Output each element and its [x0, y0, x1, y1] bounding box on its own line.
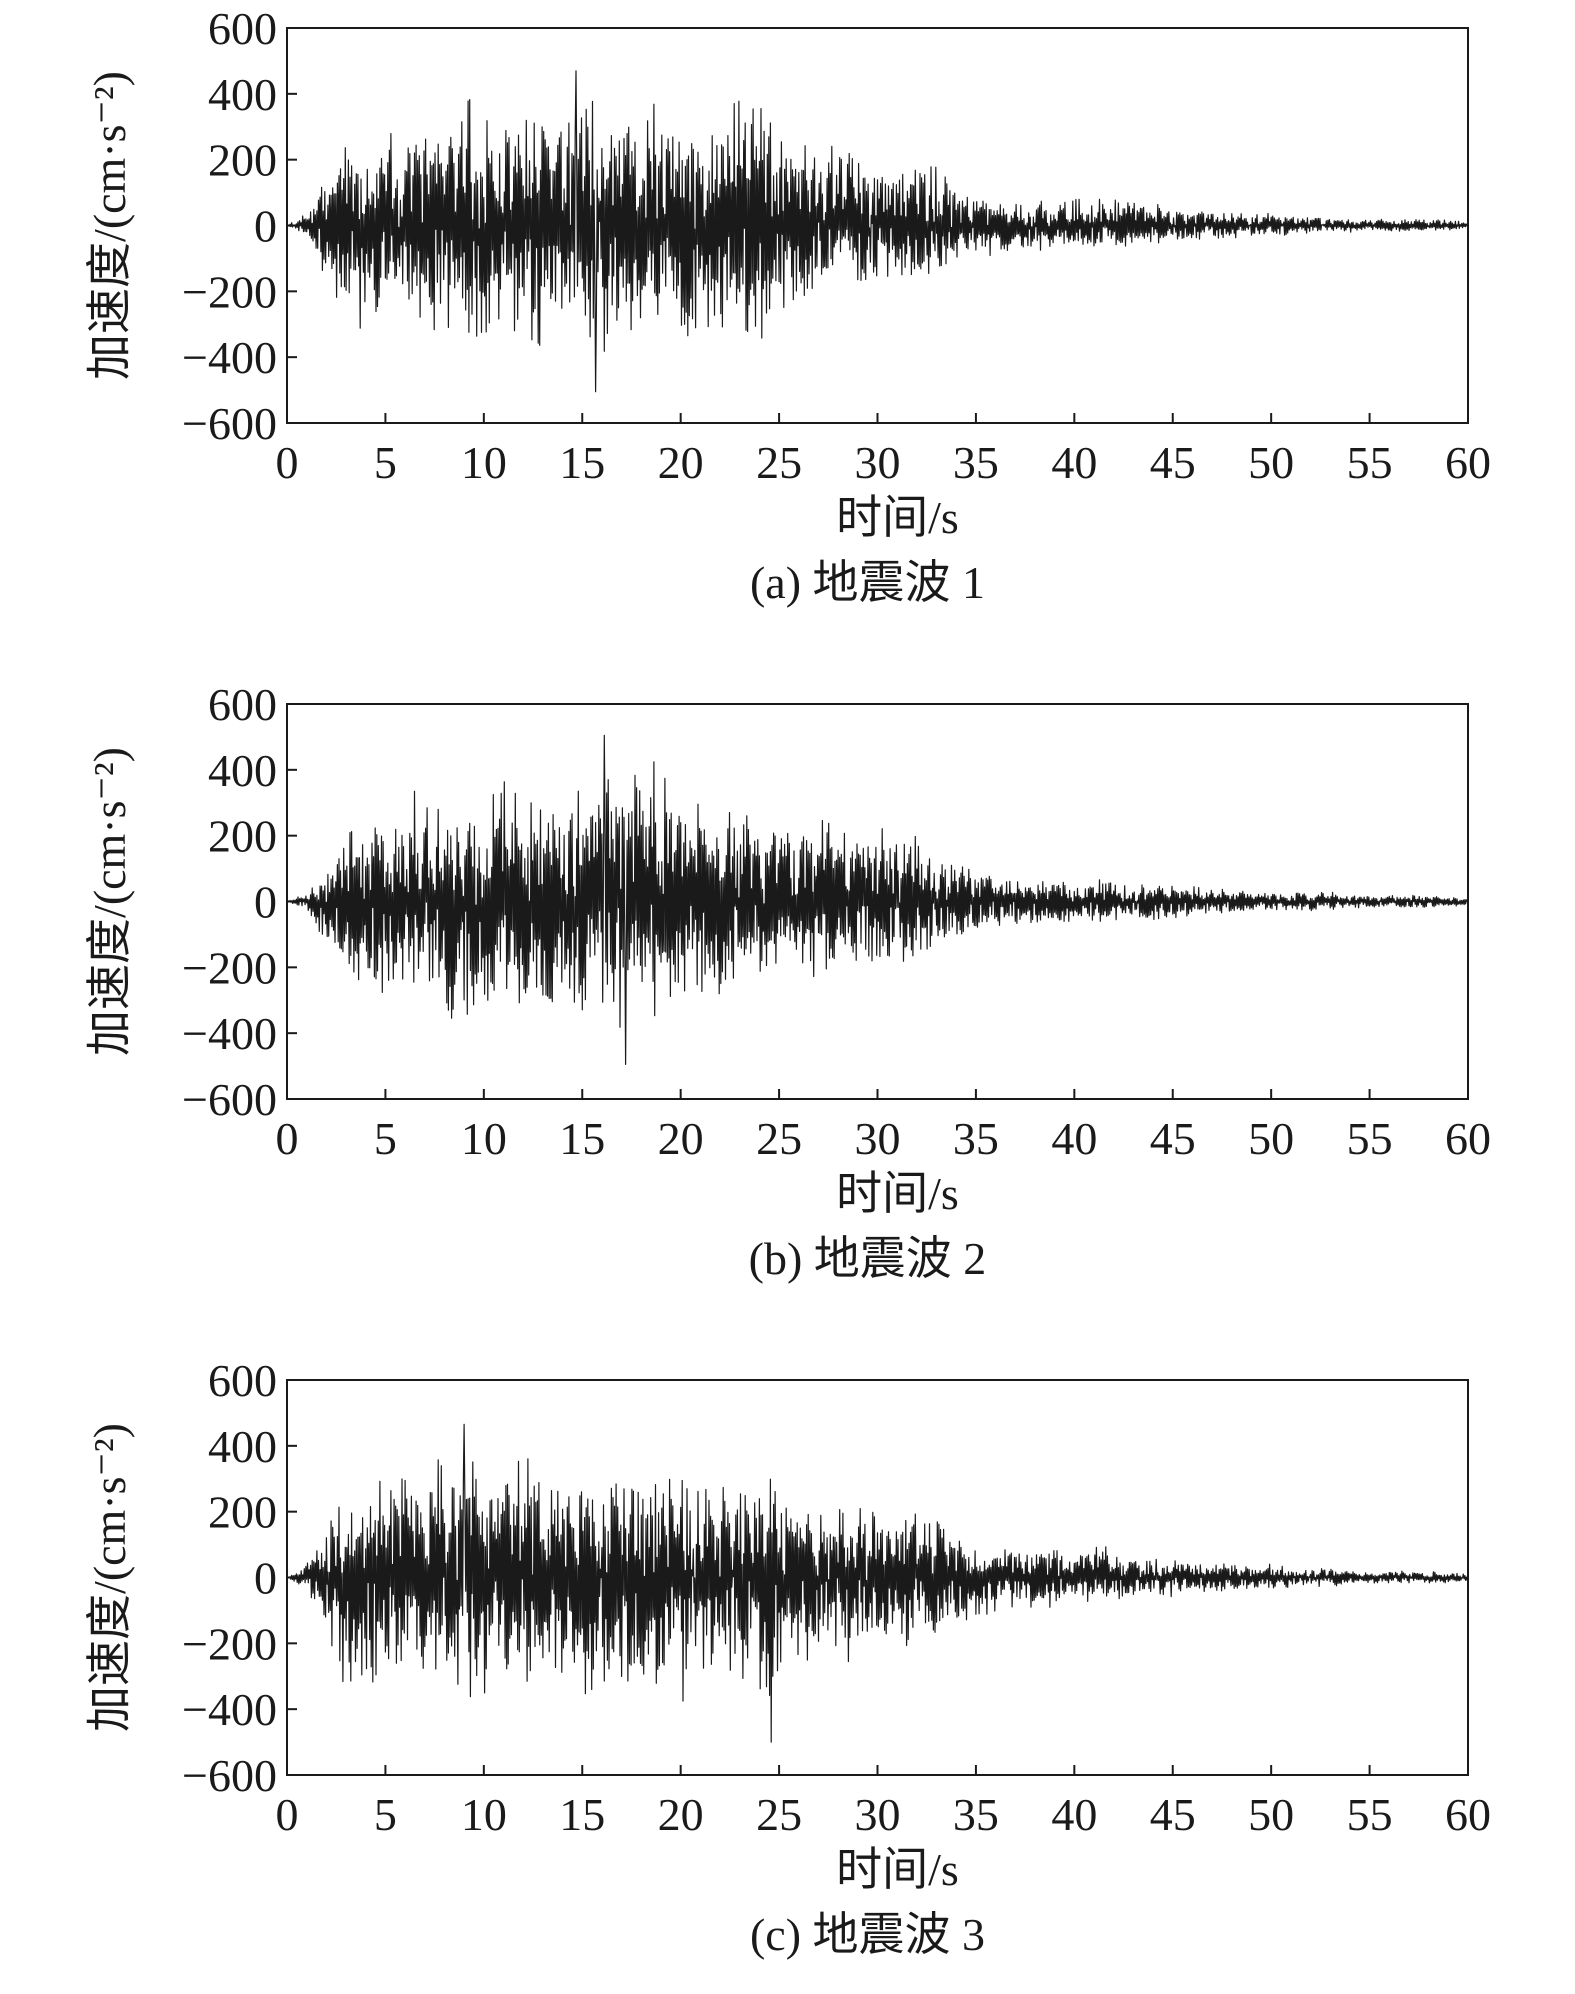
- x-tick-label: 20: [658, 1113, 704, 1164]
- x-tick-label: 10: [461, 437, 507, 488]
- acceleration-series-line: [287, 1423, 1468, 1743]
- acceleration-series-line: [287, 70, 1468, 393]
- x-tick-label: 20: [658, 1789, 704, 1840]
- y-tick-label: −400: [182, 1684, 277, 1735]
- x-tick-label: 50: [1248, 1789, 1294, 1840]
- x-tick-label: 0: [276, 1113, 299, 1164]
- panel-caption: (c) 地震波 3: [750, 1909, 985, 1960]
- x-tick-label: 30: [855, 1113, 901, 1164]
- y-tick-label: 400: [208, 1421, 277, 1472]
- y-tick-label: −400: [182, 332, 277, 383]
- y-tick-label: −200: [182, 1618, 277, 1669]
- x-tick-label: 45: [1150, 437, 1196, 488]
- x-tick-label: 40: [1051, 437, 1097, 488]
- x-tick-label: 0: [276, 1789, 299, 1840]
- y-tick-label: 600: [208, 679, 277, 730]
- x-tick-label: 5: [374, 437, 397, 488]
- x-tick-label: 55: [1347, 437, 1393, 488]
- x-tick-label: 40: [1051, 1789, 1097, 1840]
- acceleration-series-line: [287, 734, 1468, 1065]
- y-axis-title: 加速度/(cm·s⁻²): [84, 71, 135, 380]
- y-tick-label: 600: [208, 3, 277, 54]
- y-tick-label: −600: [182, 398, 277, 449]
- x-tick-label: 30: [855, 437, 901, 488]
- y-tick-label: 0: [254, 201, 277, 252]
- x-tick-label: 40: [1051, 1113, 1097, 1164]
- chart-panel-1: 0 5 10 15 20 25 30 35 40 45 50 55 60 600 400 200 0 −200 −4…: [84, 3, 1491, 608]
- x-tick-label: 35: [953, 1113, 999, 1164]
- x-tick-label: 55: [1347, 1113, 1393, 1164]
- x-tick-label: 15: [559, 437, 605, 488]
- x-tick-label: 30: [855, 1789, 901, 1840]
- x-tick-label: 50: [1248, 437, 1294, 488]
- x-tick-label: 45: [1150, 1113, 1196, 1164]
- x-tick-label: 35: [953, 1789, 999, 1840]
- x-tick-label: 25: [756, 1789, 802, 1840]
- x-tick-label: 15: [559, 1789, 605, 1840]
- y-tick-label: 0: [254, 877, 277, 928]
- x-tick-label: 10: [461, 1789, 507, 1840]
- y-tick-label: 600: [208, 1355, 277, 1406]
- x-tick-label: 25: [756, 437, 802, 488]
- y-tick-label: 400: [208, 745, 277, 796]
- panel-caption: (a) 地震波 1: [750, 557, 985, 608]
- x-tick-label: 50: [1248, 1113, 1294, 1164]
- y-axis-title: 加速度/(cm·s⁻²): [84, 1423, 135, 1732]
- x-tick-label: 0: [276, 437, 299, 488]
- y-axis-title: 加速度/(cm·s⁻²): [84, 747, 135, 1056]
- y-tick-label: −200: [182, 942, 277, 993]
- y-tick-label: −200: [182, 266, 277, 317]
- x-tick-label: 5: [374, 1113, 397, 1164]
- y-tick-label: 200: [208, 811, 277, 862]
- chart-panel-3: 0 5 10 15 20 25 30 35 40 45 50 55 60 600 400 200 0 −200 −4…: [84, 1355, 1491, 1960]
- y-tick-label: 200: [208, 1487, 277, 1538]
- panel-caption: (b) 地震波 2: [749, 1233, 987, 1284]
- y-tick-label: −400: [182, 1008, 277, 1059]
- x-axis-title: 时间/s: [836, 1168, 959, 1219]
- x-tick-label: 60: [1445, 437, 1491, 488]
- y-tick-label: −600: [182, 1750, 277, 1801]
- x-axis-title: 时间/s: [836, 1844, 959, 1895]
- x-tick-label: 25: [756, 1113, 802, 1164]
- chart-panel-2: 0 5 10 15 20 25 30 35 40 45 50 55 60 600 400 200 0 −200 −4…: [84, 679, 1491, 1284]
- y-tick-label: −600: [182, 1074, 277, 1125]
- x-tick-label: 55: [1347, 1789, 1393, 1840]
- y-tick-label: 400: [208, 69, 277, 120]
- x-tick-label: 60: [1445, 1789, 1491, 1840]
- x-tick-label: 5: [374, 1789, 397, 1840]
- x-tick-label: 15: [559, 1113, 605, 1164]
- x-tick-label: 10: [461, 1113, 507, 1164]
- y-tick-label: 0: [254, 1553, 277, 1604]
- x-tick-label: 45: [1150, 1789, 1196, 1840]
- y-tick-label: 200: [208, 135, 277, 186]
- x-tick-label: 60: [1445, 1113, 1491, 1164]
- x-axis-title: 时间/s: [836, 492, 959, 543]
- x-tick-label: 20: [658, 437, 704, 488]
- x-tick-label: 35: [953, 437, 999, 488]
